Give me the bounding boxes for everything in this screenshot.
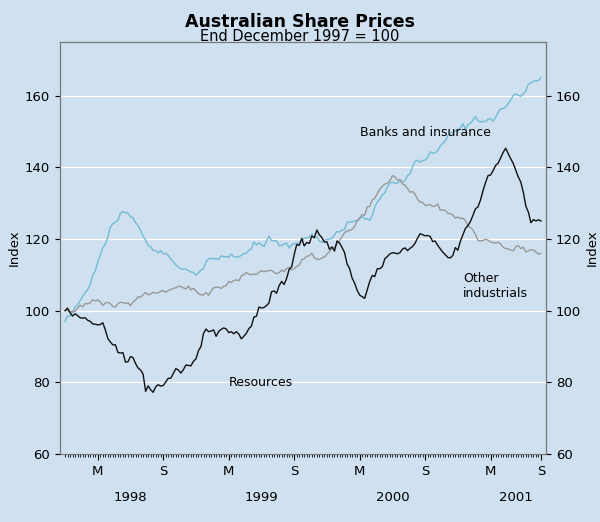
Text: 1998: 1998: [113, 491, 148, 504]
Text: Australian Share Prices: Australian Share Prices: [185, 13, 415, 31]
Text: Banks and insurance: Banks and insurance: [359, 126, 491, 138]
Text: Resources: Resources: [229, 376, 293, 389]
Text: Other
industrials: Other industrials: [463, 271, 528, 300]
Y-axis label: Index: Index: [8, 230, 21, 266]
Text: 1999: 1999: [245, 491, 278, 504]
Y-axis label: Index: Index: [585, 230, 598, 266]
Text: End December 1997 = 100: End December 1997 = 100: [200, 29, 400, 44]
Text: 2000: 2000: [376, 491, 409, 504]
Text: 2001: 2001: [499, 491, 533, 504]
